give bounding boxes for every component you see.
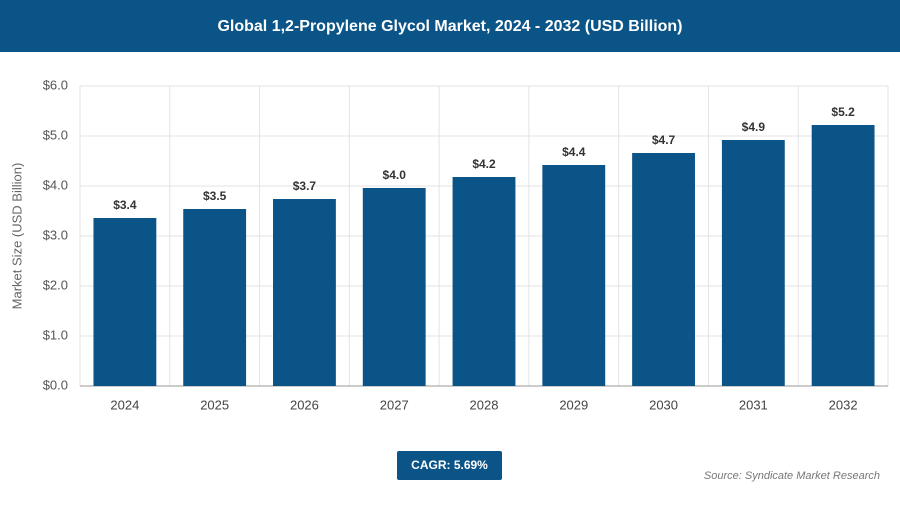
y-tick-label: $6.0 bbox=[43, 77, 68, 92]
bar bbox=[542, 165, 606, 386]
value-label: $3.5 bbox=[203, 189, 227, 203]
bar bbox=[452, 177, 516, 386]
value-label: $5.2 bbox=[831, 105, 855, 119]
y-tick-label: $4.0 bbox=[43, 177, 68, 192]
y-tick-label: $2.0 bbox=[43, 277, 68, 292]
bar bbox=[721, 140, 785, 386]
x-tick-label: 2028 bbox=[470, 397, 499, 412]
cagr-badge bbox=[397, 451, 502, 480]
y-axis-title: Market Size (USD Billion) bbox=[9, 163, 24, 310]
x-tick-label: 2032 bbox=[829, 397, 858, 412]
x-tick-label: 2031 bbox=[739, 397, 768, 412]
value-label: $3.4 bbox=[113, 198, 137, 212]
cagr-text: CAGR: 5.69% bbox=[411, 458, 488, 472]
value-label: $4.4 bbox=[562, 145, 586, 159]
bar bbox=[362, 188, 426, 386]
y-tick-label: $5.0 bbox=[43, 127, 68, 142]
x-tick-label: 2026 bbox=[290, 397, 319, 412]
bar bbox=[93, 218, 157, 386]
bar bbox=[273, 199, 336, 386]
value-label: $4.0 bbox=[383, 168, 407, 182]
value-label: $4.9 bbox=[742, 120, 766, 134]
bar bbox=[811, 125, 875, 386]
title-band bbox=[0, 0, 900, 52]
y-tick-label: $1.0 bbox=[43, 327, 68, 342]
value-label: $4.7 bbox=[652, 133, 676, 147]
x-tick-label: 2030 bbox=[649, 397, 678, 412]
chart-title: Global 1,2-Propylene Glycol Market, 2024… bbox=[217, 18, 682, 35]
x-tick-label: 2027 bbox=[380, 397, 409, 412]
x-tick-label: 2025 bbox=[200, 397, 229, 412]
value-label: $3.7 bbox=[293, 179, 317, 193]
x-tick-label: 2029 bbox=[559, 397, 588, 412]
bar bbox=[183, 209, 247, 386]
x-tick-label: 2024 bbox=[110, 397, 139, 412]
bar bbox=[632, 153, 695, 386]
source: Source: Syndicate Market Research bbox=[704, 470, 880, 482]
value-label: $4.2 bbox=[472, 157, 496, 171]
y-tick-label: $0.0 bbox=[43, 377, 68, 392]
y-tick-label: $3.0 bbox=[43, 227, 68, 242]
